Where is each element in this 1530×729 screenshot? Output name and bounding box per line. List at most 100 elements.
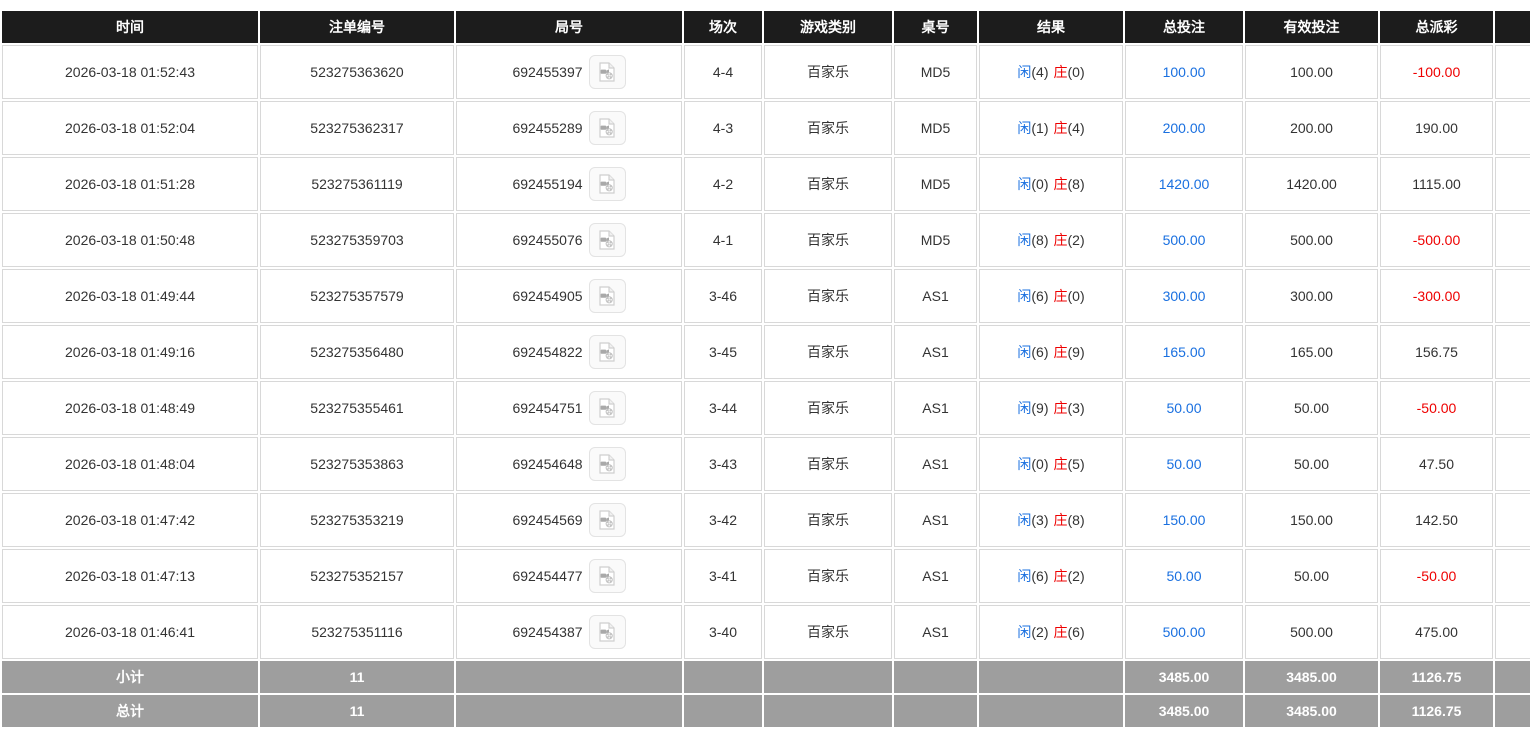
result-cell: 闲(4) 庄(0) (979, 45, 1123, 99)
round-no-cell: 692454822 (456, 325, 682, 379)
valid-bet-cell: 100.00 (1245, 45, 1378, 99)
total-bet-link[interactable]: 50.00 (1125, 549, 1243, 603)
game-type-cell: 百家乐 (764, 381, 892, 435)
payout-cell: 47.50 (1380, 437, 1493, 491)
video-replay-button[interactable] (588, 167, 626, 201)
total-bet-link[interactable]: 50.00 (1125, 437, 1243, 491)
time-cell: 2026-03-18 01:52:43 (2, 45, 258, 99)
table-row: 2026-03-18 01:52:43 523275363620 692455397… (2, 45, 1530, 99)
total-bet-link[interactable]: 150.00 (1125, 493, 1243, 547)
result-banker-count: (8) (1067, 176, 1085, 192)
grand-total-count: 11 (260, 695, 454, 727)
game-type-cell: 百家乐 (764, 493, 892, 547)
payout-cell: -50.00 (1380, 381, 1493, 435)
bet-id-cell: 523275351116 (260, 605, 454, 659)
result-banker-count: (3) (1067, 400, 1085, 416)
time-cell: 2026-03-18 01:49:16 (2, 325, 258, 379)
table-no-cell: AS1 (894, 437, 977, 491)
valid-bet-cell: 50.00 (1245, 437, 1378, 491)
payout-cell: 1115.00 (1380, 157, 1493, 211)
result-player-label: 闲 (1017, 568, 1032, 584)
grand-total-empty-cell (456, 695, 682, 727)
result-player-label: 闲 (1017, 456, 1032, 472)
result-cell: 闲(0) 庄(8) (979, 157, 1123, 211)
video-replay-button[interactable] (588, 223, 626, 257)
bet-id-cell: 523275361119 (260, 157, 454, 211)
column-header-payout: 总派彩 (1380, 11, 1493, 43)
video-replay-button[interactable] (588, 615, 626, 649)
result-cell: 闲(8) 庄(2) (979, 213, 1123, 267)
total-bet-link[interactable]: 500.00 (1125, 605, 1243, 659)
valid-bet-cell: 500.00 (1245, 605, 1378, 659)
video-replay-button[interactable] (588, 335, 626, 369)
round-no-value: 692454569 (512, 512, 583, 528)
payout-cell: 190.00 (1380, 101, 1493, 155)
grand-total-total-bet: 3485.00 (1125, 695, 1243, 727)
video-replay-button[interactable] (588, 111, 626, 145)
subtotal-empty-cell (764, 661, 892, 693)
result-banker-count: (8) (1067, 512, 1085, 528)
video-replay-button[interactable] (588, 559, 626, 593)
video-replay-button[interactable] (588, 447, 626, 481)
time-cell: 2026-03-18 01:47:42 (2, 493, 258, 547)
session-cell: 4-2 (684, 157, 762, 211)
payout-cell: -100.00 (1380, 45, 1493, 99)
round-no-cell: 692455194 (456, 157, 682, 211)
result-cell: 闲(2) 庄(6) (979, 605, 1123, 659)
result-player-label: 闲 (1017, 120, 1032, 136)
column-header-table-no: 桌号 (894, 11, 977, 43)
bet-id-cell: 523275353863 (260, 437, 454, 491)
video-file-icon (596, 565, 618, 587)
result-player-count: (1) (1031, 120, 1049, 136)
column-header-time: 时间 (2, 11, 258, 43)
valid-bet-cell: 150.00 (1245, 493, 1378, 547)
valid-bet-cell: 200.00 (1245, 101, 1378, 155)
grand-total-empty-cell (684, 695, 762, 727)
video-file-icon (596, 61, 618, 83)
result-player-count: (0) (1031, 176, 1049, 192)
subtotal-empty-cell (894, 661, 977, 693)
valid-bet-cell: 165.00 (1245, 325, 1378, 379)
video-replay-button[interactable] (588, 503, 626, 537)
result-player-label: 闲 (1017, 288, 1032, 304)
column-header-bet-id: 注单编号 (260, 11, 454, 43)
result-banker-count: (0) (1067, 288, 1085, 304)
game-type-cell: 百家乐 (764, 101, 892, 155)
round-no-value: 692454387 (512, 624, 583, 640)
result-banker-label: 庄 (1053, 568, 1068, 584)
bet-id-cell: 523275352157 (260, 549, 454, 603)
video-replay-button[interactable] (588, 55, 626, 89)
round-no-value: 692455397 (512, 64, 583, 80)
session-cell: 3-43 (684, 437, 762, 491)
game-type-cell: 百家乐 (764, 213, 892, 267)
total-bet-link[interactable]: 165.00 (1125, 325, 1243, 379)
video-replay-button[interactable] (588, 279, 626, 313)
total-bet-link[interactable]: 100.00 (1125, 45, 1243, 99)
total-bet-link[interactable]: 200.00 (1125, 101, 1243, 155)
result-player-count: (6) (1031, 568, 1049, 584)
result-player-label: 闲 (1017, 232, 1032, 248)
total-bet-link[interactable]: 50.00 (1125, 381, 1243, 435)
total-bet-link[interactable]: 500.00 (1125, 213, 1243, 267)
table-row: 2026-03-18 01:49:16 523275356480 692454822… (2, 325, 1530, 379)
result-player-label: 闲 (1017, 624, 1032, 640)
round-no-value: 692454477 (512, 568, 583, 584)
round-no-cell: 692454905 (456, 269, 682, 323)
round-no-value: 692454822 (512, 344, 583, 360)
session-cell: 3-42 (684, 493, 762, 547)
table-footer: 小计 11 3485.00 3485.00 1126.75 总计 11 (2, 661, 1530, 727)
time-cell: 2026-03-18 01:52:04 (2, 101, 258, 155)
game-type-cell: 百家乐 (764, 269, 892, 323)
result-banker-label: 庄 (1053, 288, 1068, 304)
game-type-cell: 百家乐 (764, 45, 892, 99)
extra-empty-cell (1495, 381, 1530, 435)
total-bet-link[interactable]: 300.00 (1125, 269, 1243, 323)
result-banker-label: 庄 (1053, 344, 1068, 360)
valid-bet-cell: 50.00 (1245, 381, 1378, 435)
table-no-cell: AS1 (894, 325, 977, 379)
total-bet-link[interactable]: 1420.00 (1125, 157, 1243, 211)
video-replay-button[interactable] (588, 391, 626, 425)
subtotal-empty-cell (684, 661, 762, 693)
video-file-icon (596, 509, 618, 531)
